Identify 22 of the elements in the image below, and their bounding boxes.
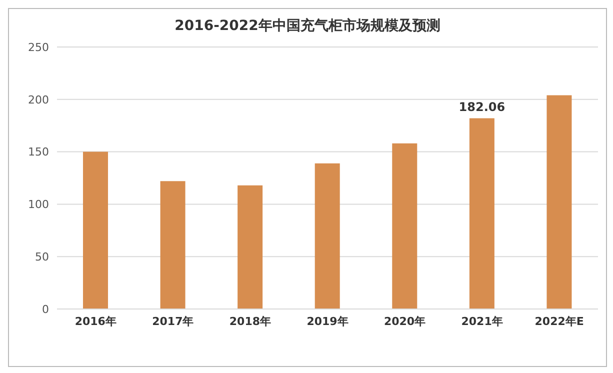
y-tick-label: 150 <box>28 146 49 159</box>
x-tick-label: 2021年 <box>461 314 503 328</box>
x-tick-label: 2020年 <box>384 314 426 328</box>
bar <box>392 143 418 309</box>
y-tick-label: 50 <box>35 250 49 264</box>
bar <box>238 185 263 309</box>
x-tick-label: 2022年E <box>534 314 584 328</box>
x-tick-label: 2018年 <box>229 314 272 328</box>
y-tick-label: 0 <box>42 302 49 316</box>
x-tick-label: 2017年 <box>152 314 194 328</box>
bar <box>83 152 108 309</box>
bar <box>546 95 572 309</box>
x-tick-label: 2019年 <box>306 314 348 328</box>
bar <box>160 181 186 309</box>
x-tick-label: 2016年 <box>74 314 116 328</box>
y-tick-label: 100 <box>28 198 49 212</box>
bar <box>314 163 340 309</box>
y-tick-label: 200 <box>28 93 49 106</box>
chart-title: 2016-2022年中国充气柜市场规模及预测 <box>174 16 442 36</box>
y-tick-label: 250 <box>28 40 49 54</box>
bar <box>469 118 494 309</box>
data-label: 182.06 <box>458 100 506 114</box>
